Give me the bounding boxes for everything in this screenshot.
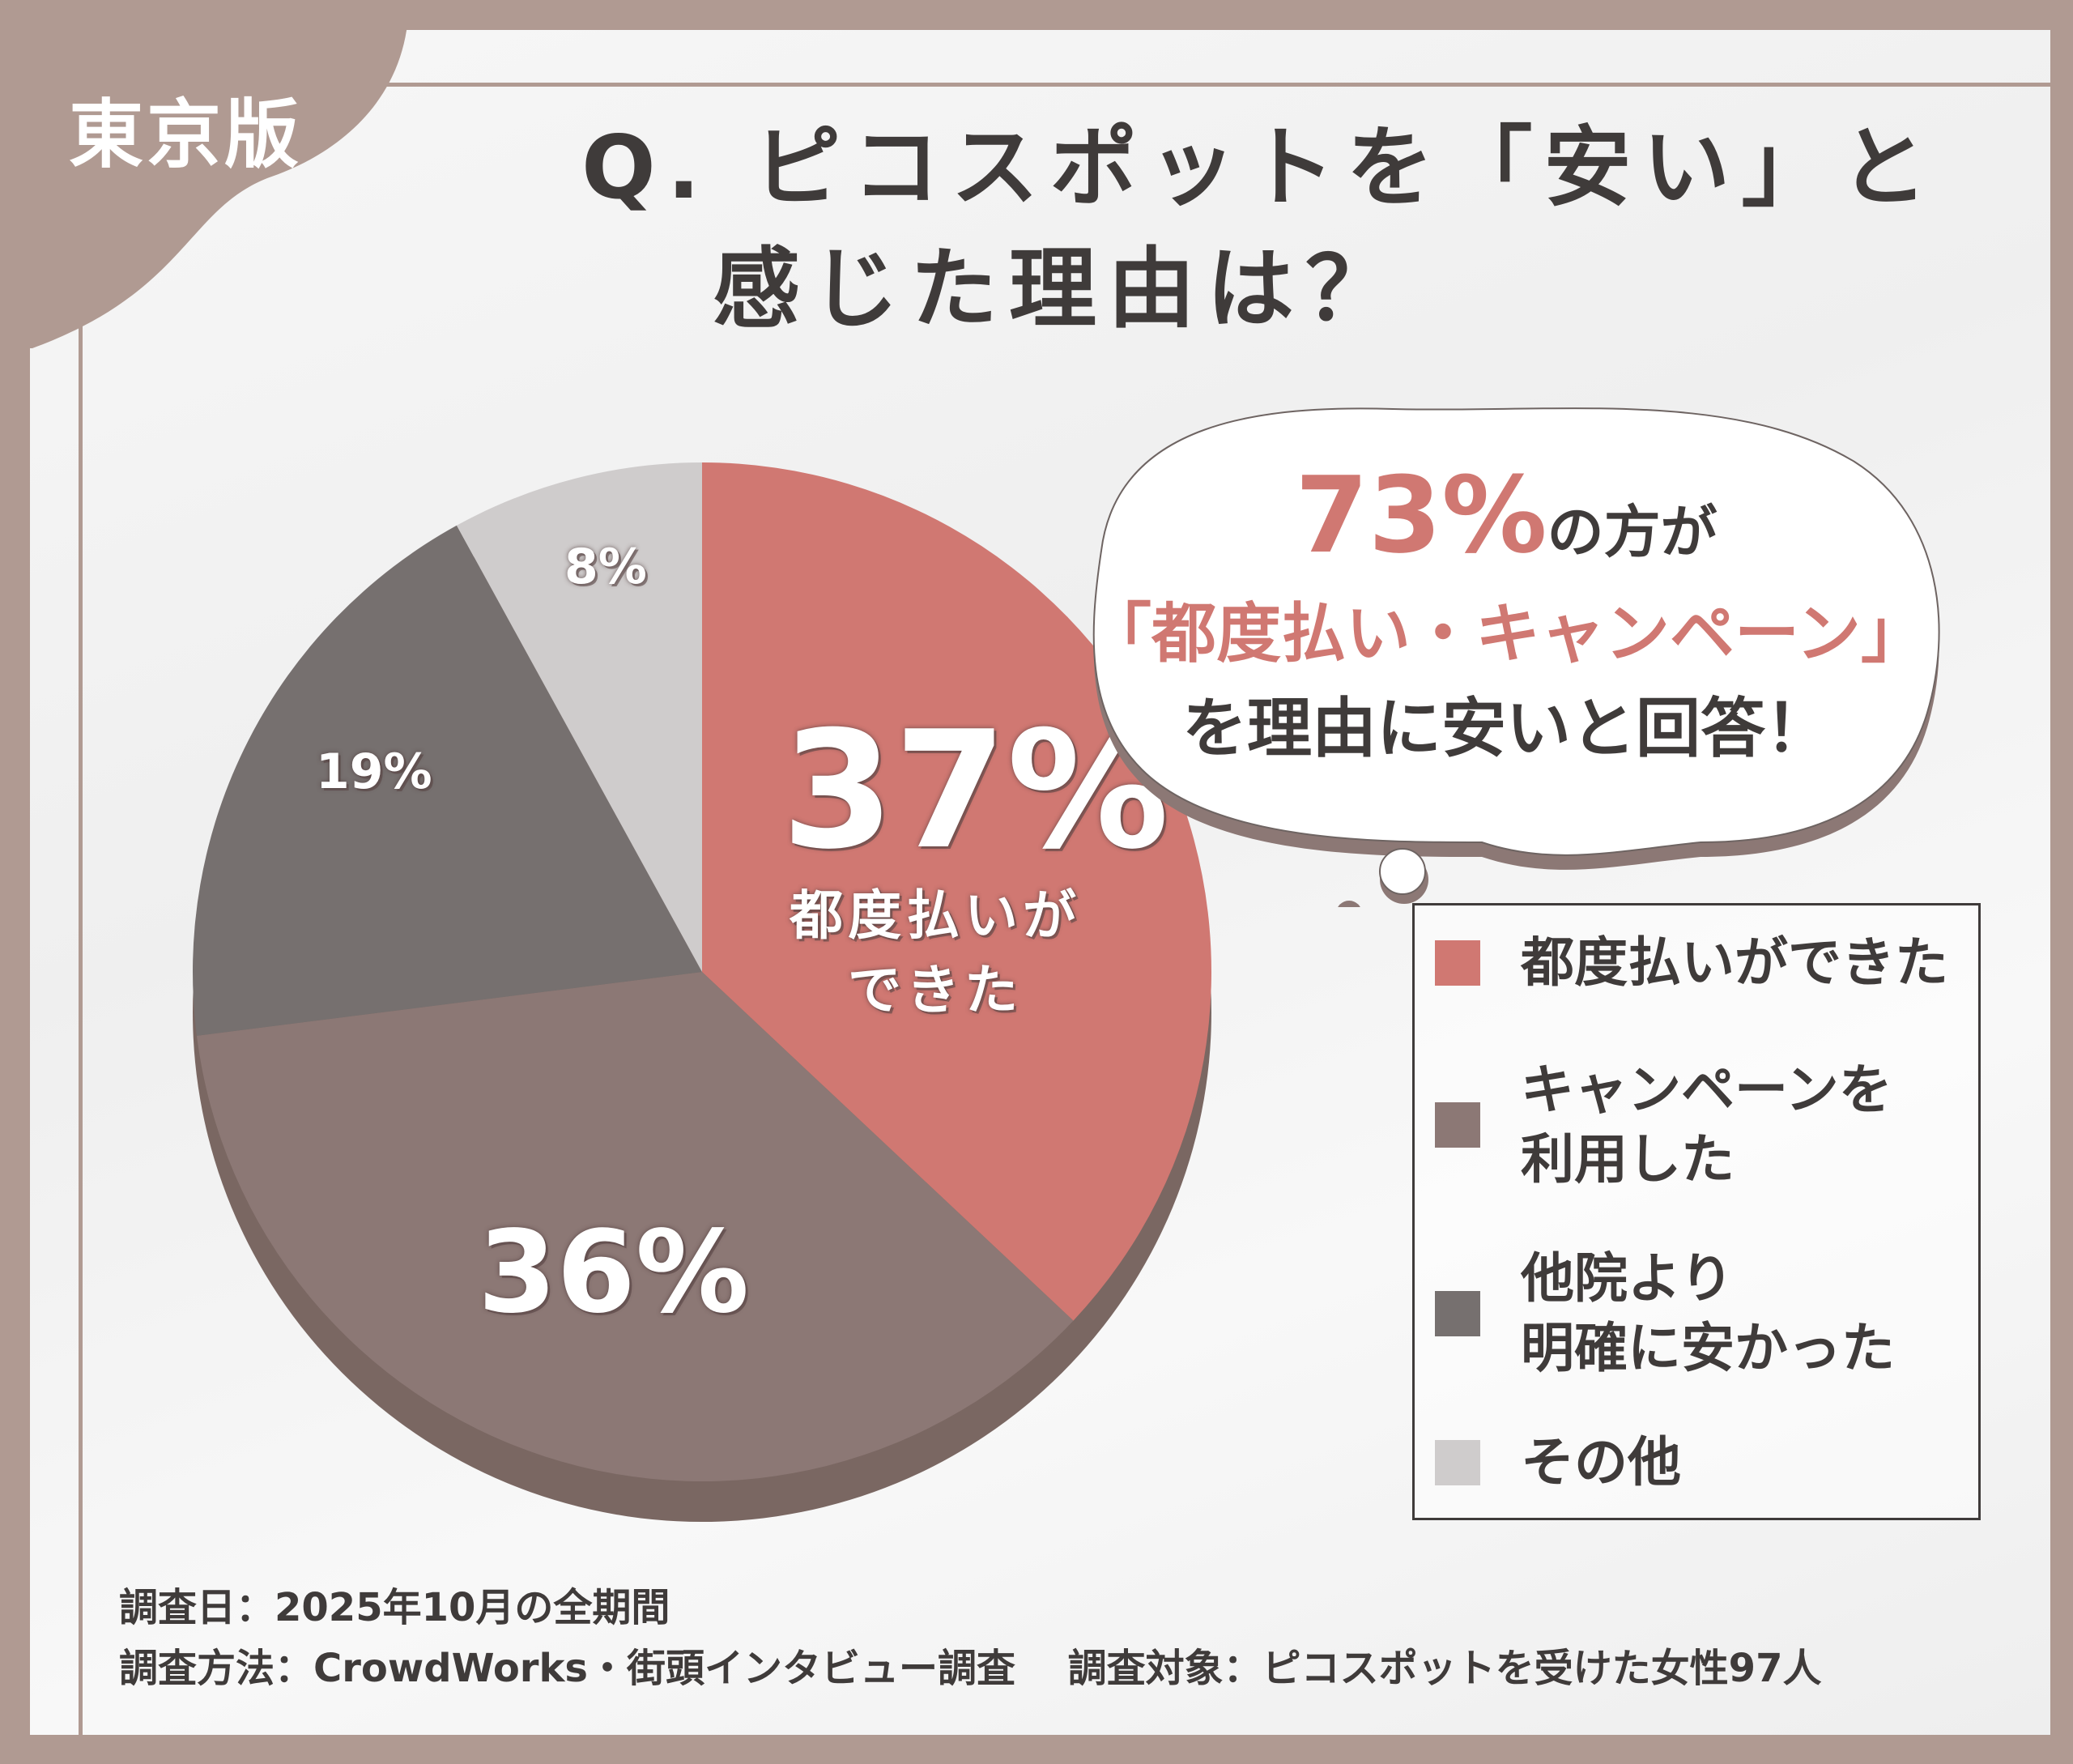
inner-border	[79, 83, 2058, 1745]
pie-slice-3	[193, 525, 702, 1036]
slice-label-19: 19%	[316, 744, 432, 800]
pie-slice-1	[702, 462, 1211, 1321]
footer-survey-method: 調査方法：CrowdWorks・街頭インタビュー調査 調査対象：ピコスポットを受…	[119, 1646, 1822, 1691]
slice-label-37: 37%	[781, 697, 1169, 885]
speech-bubble	[1092, 407, 1940, 907]
legend-item: キャンペーンを 利用した	[1435, 1055, 1892, 1195]
callout-line-3: を理由に安いと回答！	[1182, 691, 1830, 766]
region-badge-shape	[0, 0, 409, 348]
slice-caption: 都度払いが できた	[790, 884, 1081, 1022]
slice-label-8: 8%	[564, 539, 647, 595]
callout-line-2: 「都度払い・キャンペーン」	[1087, 596, 1926, 671]
legend-item: 他院より 明確に安かった	[1435, 1244, 1895, 1383]
callout-percent: 73%	[1295, 454, 1547, 577]
title-line-1: Q. ピコスポットを「安い」と	[581, 117, 1939, 219]
legend-swatch	[1435, 1439, 1480, 1485]
callout-line-1: 73%の方が	[1073, 454, 1939, 577]
legend-label: その他	[1521, 1431, 1681, 1493]
legend-item: 都度払いができた	[1435, 928, 1948, 998]
footer-survey-date: 調査日：2025年10月の全期間	[119, 1585, 670, 1630]
pie-slice-2	[196, 972, 1074, 1481]
callout-line-1-text: の方が	[1547, 499, 1718, 565]
legend: 都度払いができた キャンペーンを 利用した 他院より 明確に安かった その他	[1412, 903, 1981, 1520]
legend-label: 都度払いができた	[1521, 931, 1948, 994]
slice-label-36: 36%	[478, 1207, 750, 1339]
pie-slice-4	[456, 462, 702, 972]
legend-label: 他院より 明確に安かった	[1521, 1247, 1895, 1379]
legend-swatch	[1435, 940, 1480, 986]
legend-swatch	[1435, 1290, 1480, 1336]
region-badge: 東京版	[69, 92, 303, 178]
title-line-2: 感じた理由は？	[713, 239, 1405, 340]
legend-item: その他	[1435, 1428, 1681, 1498]
legend-swatch	[1435, 1101, 1480, 1148]
legend-label: キャンペーンを 利用した	[1521, 1059, 1892, 1191]
